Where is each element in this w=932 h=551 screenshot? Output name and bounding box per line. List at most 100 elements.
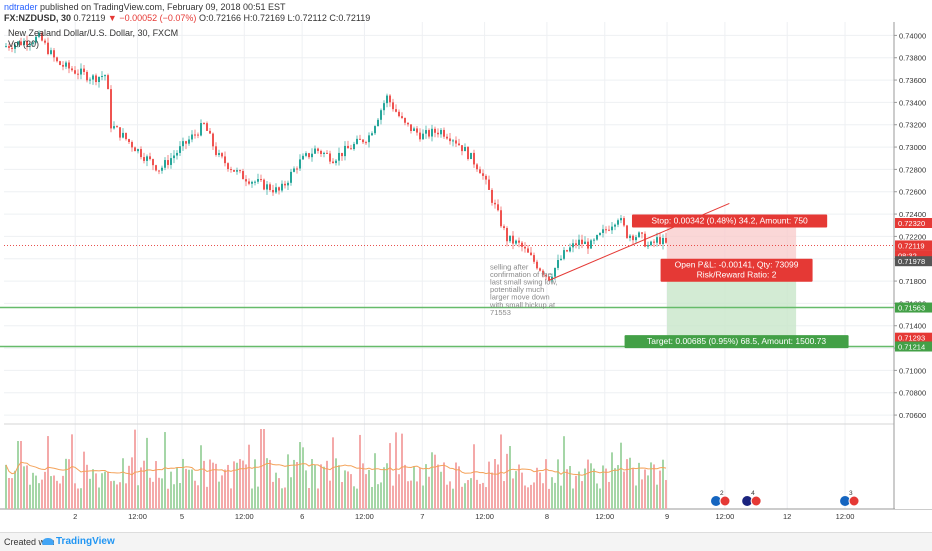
volume-bar	[452, 488, 454, 509]
time-tick-label[interactable]: 12	[783, 512, 791, 521]
volume-bar	[437, 464, 439, 509]
candle-body	[632, 235, 634, 241]
volume-bar	[530, 484, 532, 509]
volume-bar	[554, 482, 556, 509]
open-pl-label[interactable]: Open P&L: -0.00141, Qty: 73099Risk/Rewar…	[660, 258, 813, 282]
time-tick-label[interactable]: 2	[73, 512, 77, 521]
time-tick-label[interactable]: 12:00	[595, 512, 614, 521]
volume-bar	[104, 471, 106, 509]
time-tick-label[interactable]: 6	[300, 512, 304, 521]
target-price-tag-text: 0.71293	[898, 334, 925, 343]
candle	[362, 138, 364, 144]
candle-body	[614, 224, 616, 227]
annotation-line[interactable]: 71553	[490, 308, 511, 317]
volume-bar	[386, 463, 388, 509]
time-tick-label[interactable]: 12:00	[836, 512, 855, 521]
tradingview-logo[interactable]: TradingView	[56, 536, 115, 547]
annotation-line[interactable]: with small hickup at	[489, 300, 556, 309]
candle-body	[107, 75, 109, 90]
candle-body	[596, 235, 598, 240]
stop-price-tag[interactable]: 0.72320	[895, 218, 932, 228]
annotation-line[interactable]: selling after	[490, 262, 529, 271]
volume-bar	[218, 481, 220, 509]
annotation-line[interactable]: last small swing low,	[490, 278, 558, 287]
candle	[59, 60, 61, 66]
open-pl-label-bg	[660, 258, 813, 282]
current-price-tag[interactable]: 0.72119	[895, 240, 932, 251]
candle-body	[62, 64, 64, 67]
candle-body	[134, 147, 136, 152]
candle-body	[356, 138, 358, 144]
volume-bar	[215, 463, 217, 509]
volume-bar	[17, 441, 19, 509]
volume-bar	[302, 447, 304, 509]
price-chart[interactable]: Stop: 0.00342 (0.48%) 34.2, Amount: 750 O…	[0, 22, 932, 532]
time-tick-label[interactable]: 12:00	[475, 512, 494, 521]
time-tick-label[interactable]: 12:00	[716, 512, 735, 521]
chart-title: New Zealand Dollar/U.S. Dollar, 30, FXCM	[8, 28, 178, 38]
volume-bar	[164, 432, 166, 509]
volume-bar	[494, 459, 496, 509]
time-tick-label[interactable]: 12:00	[235, 512, 254, 521]
time-tick-label[interactable]: 12:00	[355, 512, 374, 521]
target-label-bg	[624, 335, 849, 349]
annotation-line[interactable]: confirmation of the	[490, 270, 552, 279]
annotation-line[interactable]: larger move down	[490, 293, 550, 302]
candle-body	[269, 184, 271, 191]
volume-bar	[539, 472, 541, 509]
position-labels[interactable]: Stop: 0.00342 (0.48%) 34.2, Amount: 750 O…	[624, 214, 849, 349]
candle-body	[242, 171, 244, 180]
volume-bar	[395, 432, 397, 509]
candle-body	[368, 135, 370, 143]
volume-bar	[629, 457, 631, 509]
target-price-tag[interactable]: 0.71293	[895, 332, 932, 343]
stop-label[interactable]: Stop: 0.00342 (0.48%) 34.2, Amount: 750	[631, 214, 828, 228]
volume-bar	[326, 460, 328, 509]
candle-body	[608, 229, 610, 231]
candle	[302, 153, 304, 160]
candle	[218, 149, 220, 158]
candle	[428, 128, 430, 139]
time-tick-label[interactable]: 5	[180, 512, 184, 521]
author-name[interactable]: ndtrader	[4, 2, 38, 12]
candle-body	[218, 153, 220, 155]
footer: Created with TradingView	[0, 532, 932, 551]
time-axis[interactable]: 2 12:00 5 12:00 6 12:00 7 12:00 8 12:00 9 12:00 12 12…	[73, 512, 854, 521]
candle-body	[581, 239, 583, 245]
volume-bar	[659, 470, 661, 509]
time-tick-label[interactable]: 9	[665, 512, 669, 521]
volume-bar	[224, 469, 226, 509]
candle-body	[449, 138, 451, 142]
time-tick-label[interactable]: 8	[545, 512, 549, 521]
countdown-tag[interactable]: 08:32	[895, 250, 932, 261]
candle-body	[599, 232, 601, 236]
current-price-tag-bg	[895, 240, 932, 251]
time-tick-label[interactable]: 12:00	[128, 512, 147, 521]
candle	[488, 175, 490, 191]
candle	[620, 214, 622, 224]
candle-body	[536, 261, 538, 269]
volume-bar	[317, 488, 319, 509]
candle-body	[167, 160, 169, 165]
volume-bar	[284, 487, 286, 509]
candle	[320, 149, 322, 157]
volume-bar	[152, 481, 154, 509]
hline-upper-tag[interactable]: 0.71563	[895, 302, 932, 313]
volume-bar	[209, 459, 211, 509]
price-axis[interactable]: 0.74000 0.73800 0.73600 0.73400 0.73200 0.730…	[894, 22, 932, 509]
hline-lower-tag[interactable]: 0.71214	[895, 341, 932, 352]
candle-body	[401, 116, 403, 118]
candle-body	[296, 168, 298, 170]
candle-body	[245, 179, 247, 182]
candle	[212, 132, 214, 151]
entry-price-tag[interactable]: 0.71978	[895, 256, 932, 267]
candle-body	[170, 158, 172, 165]
time-tick-label[interactable]: 7	[420, 512, 424, 521]
target-label[interactable]: Target: 0.00685 (0.95%) 68.5, Amount: 15…	[624, 335, 849, 349]
annotation-line[interactable]: potentially much	[490, 285, 544, 294]
candle-body	[392, 102, 394, 110]
candle	[65, 60, 67, 70]
volume-bar	[221, 475, 223, 509]
volume-bar	[512, 478, 514, 509]
